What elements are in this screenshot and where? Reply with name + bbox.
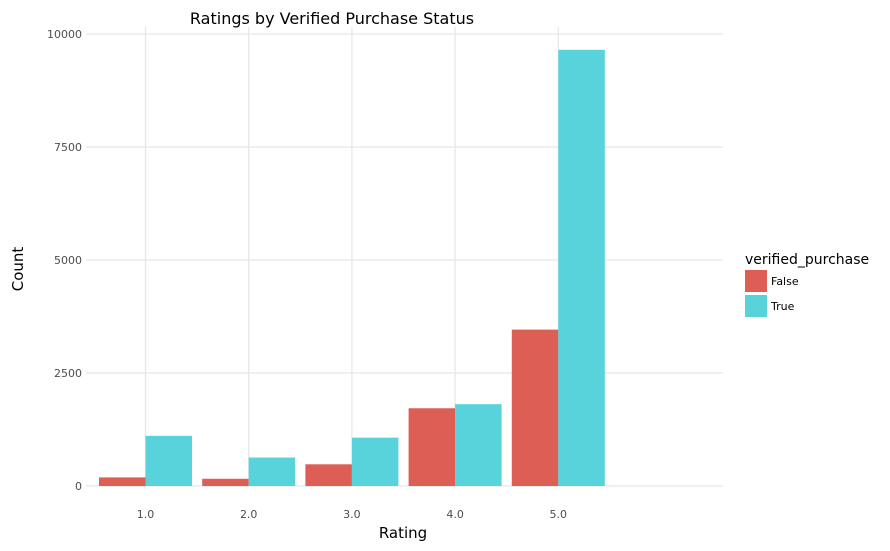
bar-false-2-0 xyxy=(202,478,249,486)
legend-swatch-false xyxy=(745,270,767,292)
bar-true-5-0 xyxy=(558,49,605,486)
x-tick-label: 4.0 xyxy=(446,508,464,521)
y-tick-label: 5000 xyxy=(54,254,82,267)
bar-layer xyxy=(99,49,605,486)
x-tick-label: 2.0 xyxy=(240,508,258,521)
legend-label-false: False xyxy=(771,275,799,288)
bar-true-4-0 xyxy=(455,404,502,486)
x-tick-label: 1.0 xyxy=(137,508,155,521)
y-tick-label: 7500 xyxy=(54,141,82,154)
bar-false-3-0 xyxy=(305,464,352,486)
legend-swatch-true xyxy=(745,295,767,317)
x-axis-title: Rating xyxy=(379,524,427,542)
bar-true-3-0 xyxy=(351,437,399,486)
legend-title: verified_purchase xyxy=(745,252,869,268)
y-tick-label: 2500 xyxy=(54,367,82,380)
legend-label-true: True xyxy=(770,300,795,313)
bar-false-1-0 xyxy=(99,477,146,486)
y-tick-label: 0 xyxy=(75,480,82,493)
legend: verified_purchase False True xyxy=(745,252,869,317)
chart-title: Ratings by Verified Purchase Status xyxy=(190,9,474,28)
bar-true-1-0 xyxy=(145,435,192,486)
y-tick-label: 10000 xyxy=(47,28,82,41)
y-axis-title: Count xyxy=(9,247,27,292)
bar-false-5-0 xyxy=(511,329,559,486)
x-tick-label: 3.0 xyxy=(343,508,361,521)
grid-layer xyxy=(86,27,723,487)
tick-layer: 0 2500 5000 7500 10000 1.0 2.0 3.0 4.0 5.0 xyxy=(47,28,567,521)
bar-false-4-0 xyxy=(408,408,456,486)
bar-true-2-0 xyxy=(248,457,296,486)
x-tick-label: 5.0 xyxy=(550,508,568,521)
